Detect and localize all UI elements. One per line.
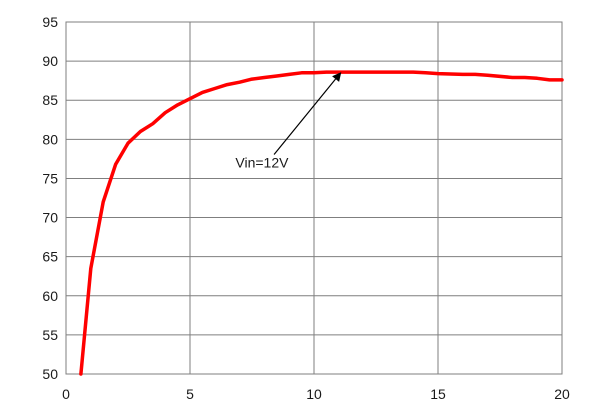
y-tick-label: 70 [42,210,58,226]
y-tick-label: 90 [42,53,58,69]
annotation-label: Vin=12V [235,154,289,170]
y-tick-label: 60 [42,288,58,304]
x-tick-label: 0 [62,386,70,402]
annotation-arrowhead [332,72,342,82]
y-tick-label: 75 [42,170,58,186]
y-tick-label: 85 [42,92,58,108]
x-tick-label: 20 [554,386,570,402]
series-layer [79,70,564,376]
annotation-layer: Vin=12V [229,72,342,173]
annotation-label-background [229,152,296,173]
annotation-arrow [273,78,337,155]
series-line [79,70,564,376]
y-tick-label: 65 [42,249,58,265]
x-tick-label: 15 [430,386,446,402]
y-tick-label: 80 [42,131,58,147]
y-tick-label: 50 [42,366,58,382]
y-tick-label: 55 [42,327,58,343]
y-tick-label: 95 [42,14,58,30]
grid-lines [66,22,562,374]
x-tick-label: 5 [186,386,194,402]
x-tick-label: 10 [306,386,322,402]
tick-labels: 50 55 60 65 70 75 80 85 90 95 0 5 10 15 20 [42,14,570,402]
